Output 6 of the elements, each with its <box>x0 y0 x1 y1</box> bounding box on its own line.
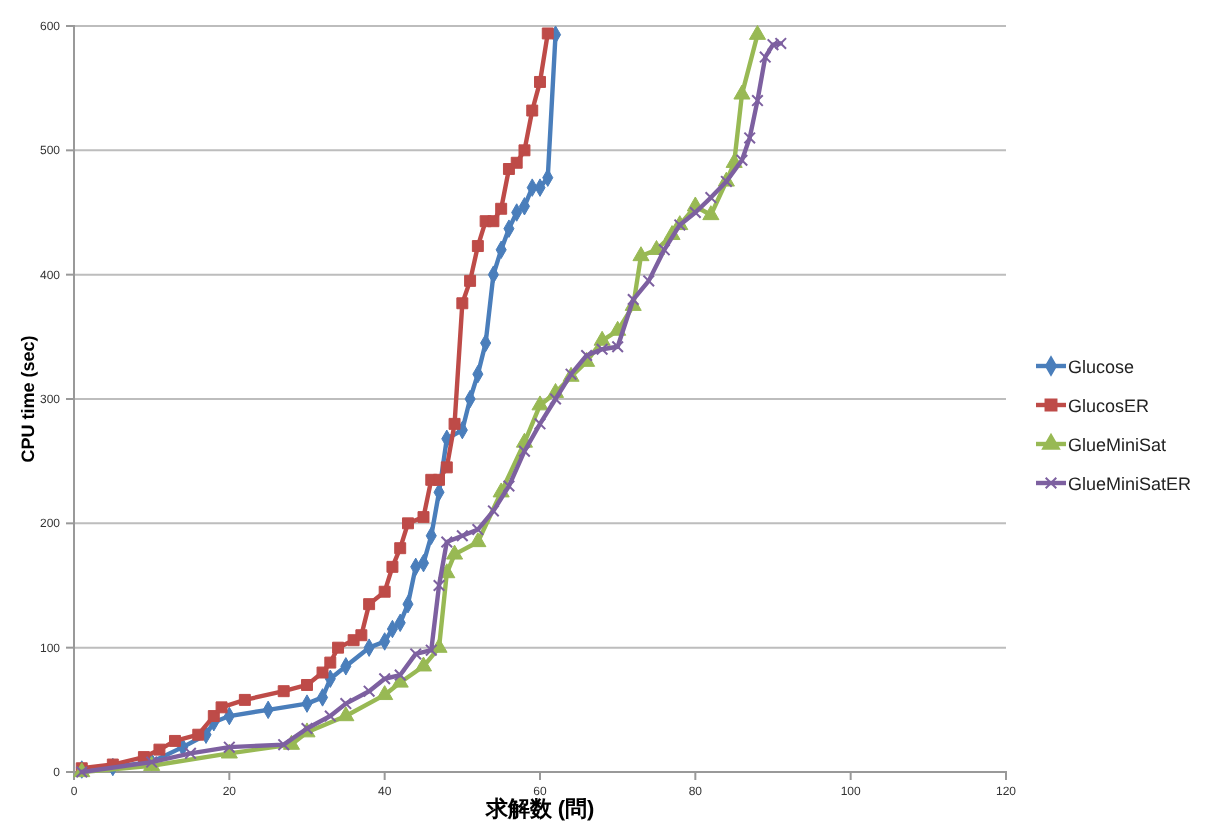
legend-label: Glucose <box>1068 357 1135 377</box>
legend-label: GlueMiniSatER <box>1068 474 1193 494</box>
x-axis-title: 求解数 (問) <box>483 796 596 822</box>
y-axis-title: CPU time (sec) <box>18 335 38 463</box>
legend-label: GlucosER <box>1068 396 1151 416</box>
legend-label: GlueMiniSat <box>1068 435 1168 455</box>
